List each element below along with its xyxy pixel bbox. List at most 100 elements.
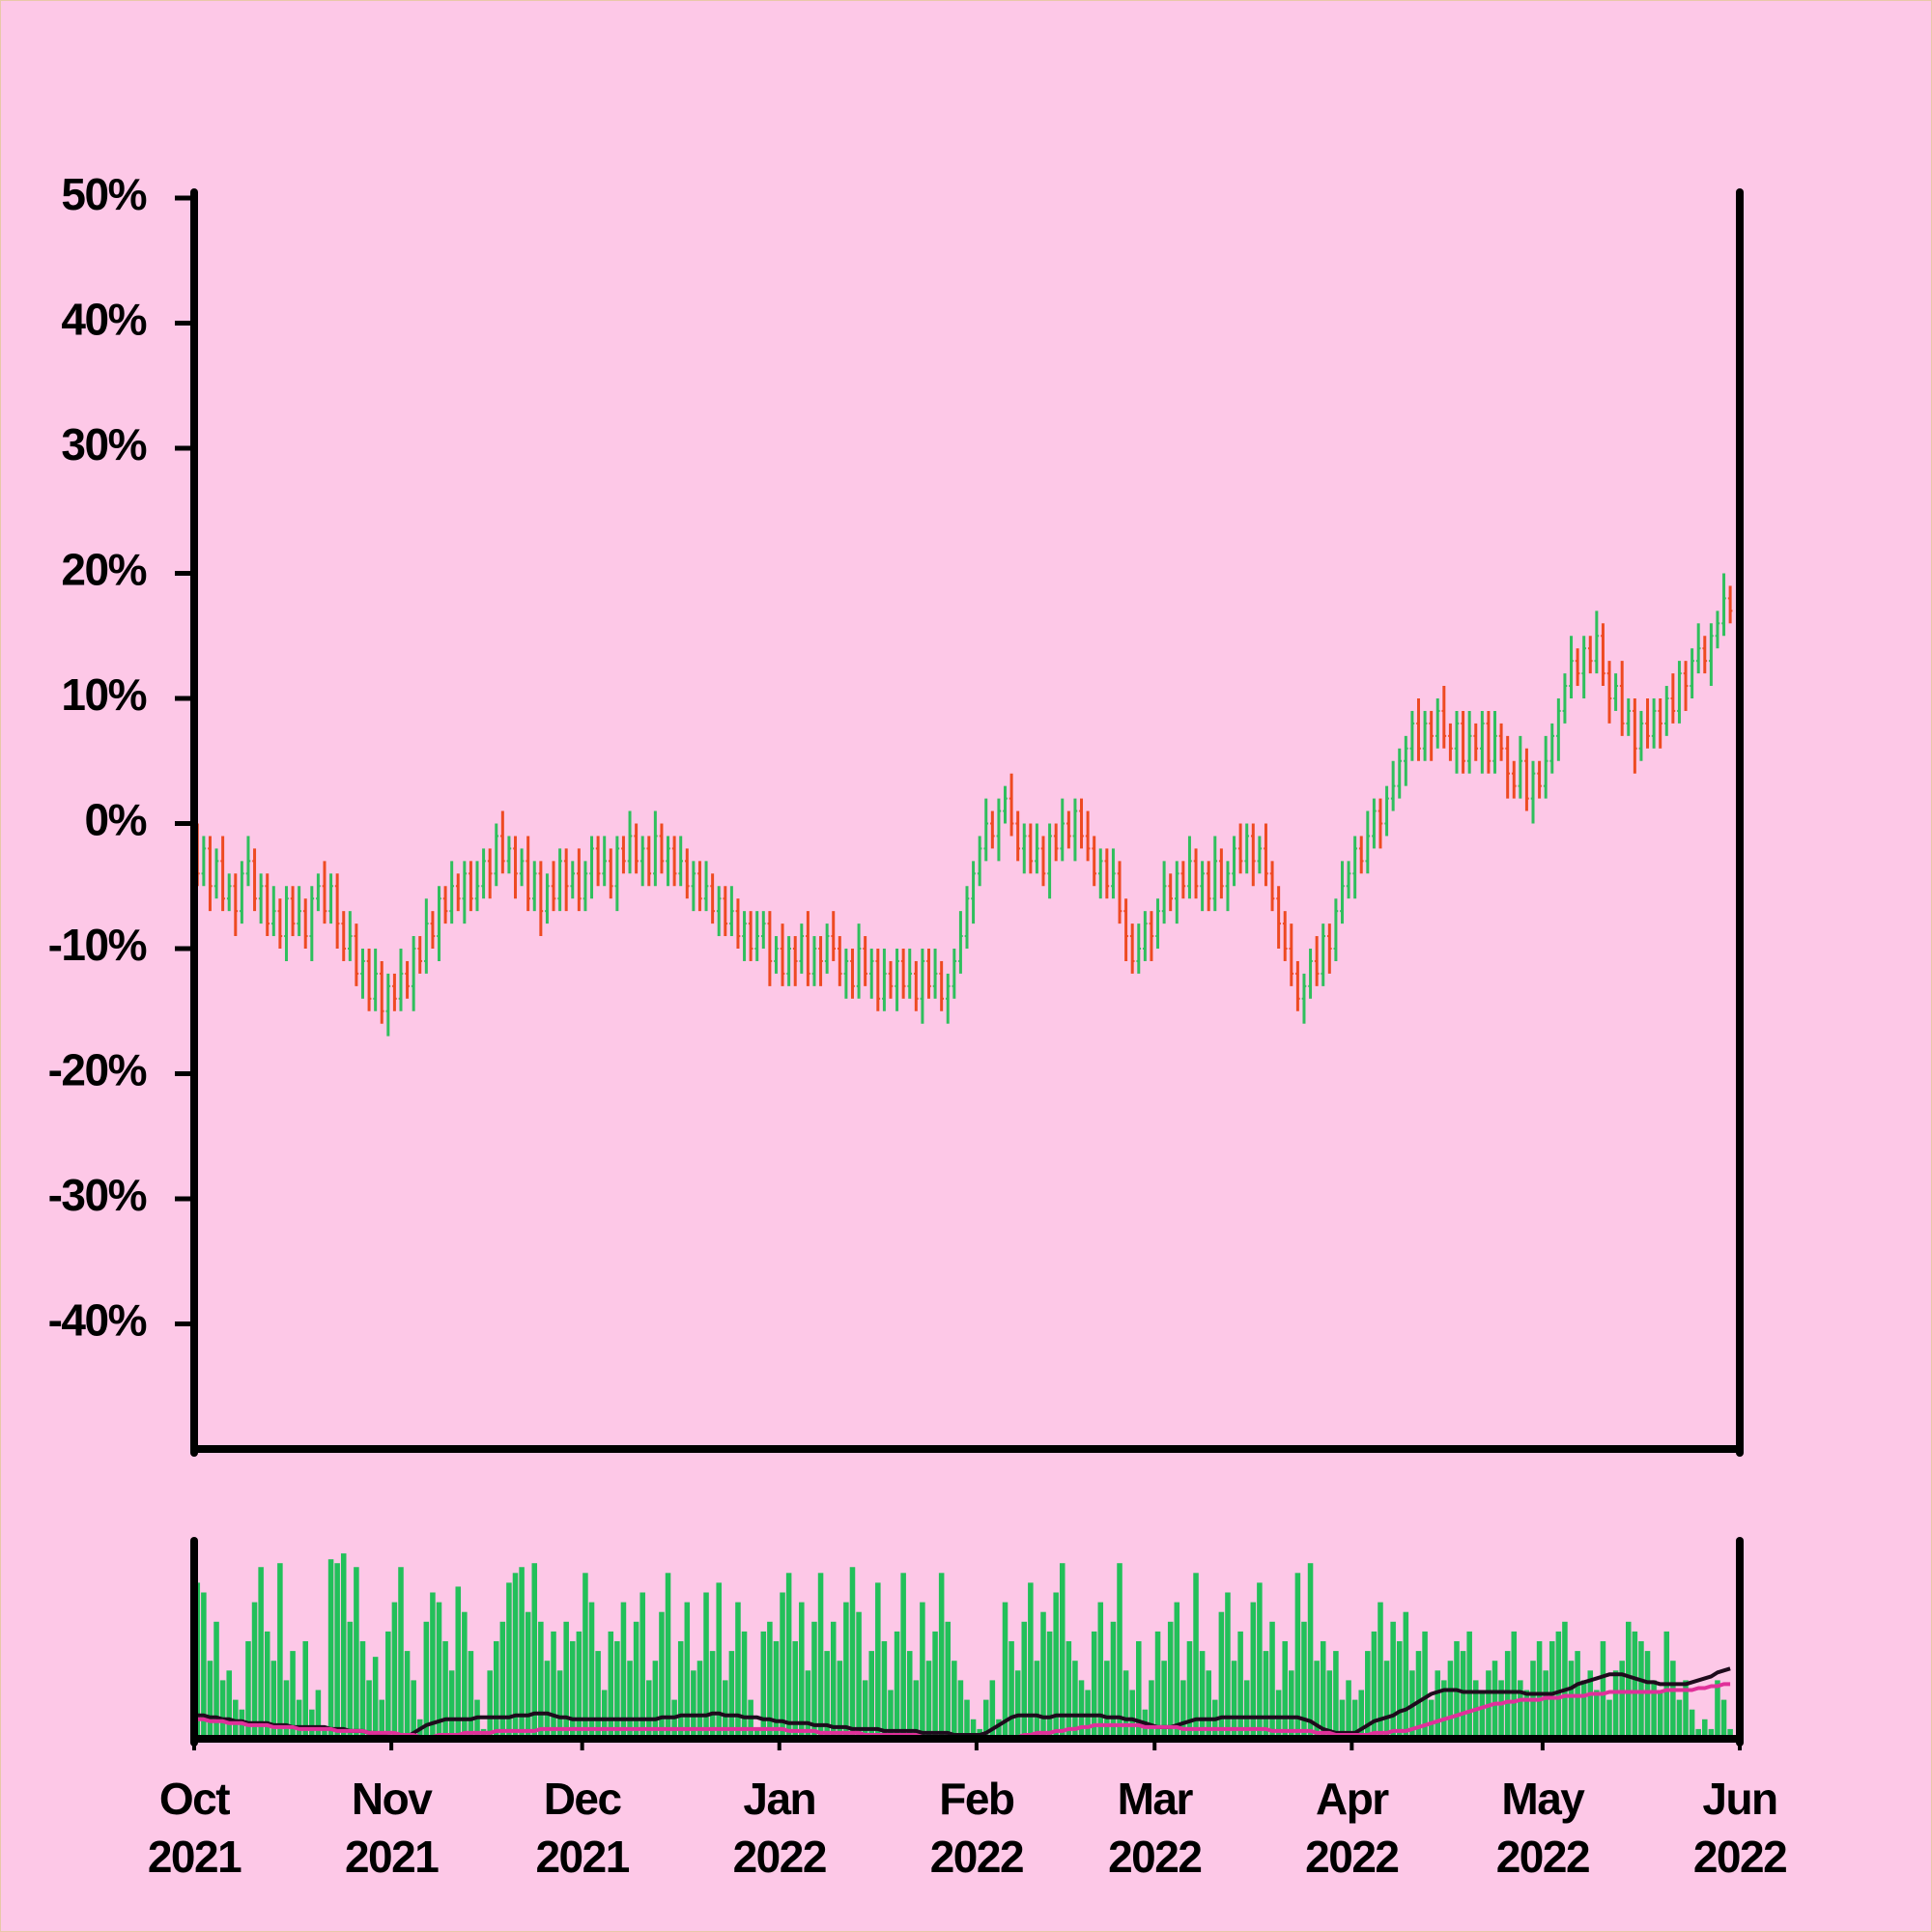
volume-bar [1091, 1631, 1097, 1739]
volume-bar [1154, 1631, 1161, 1739]
volume-bar [696, 1661, 703, 1739]
volume-bar [430, 1592, 436, 1739]
volume-bar [767, 1621, 773, 1739]
volume-bar [843, 1602, 849, 1739]
volume-bar [576, 1631, 582, 1739]
volume-bar [1594, 1690, 1600, 1739]
volume-bar [780, 1592, 785, 1739]
volume-bar [920, 1602, 925, 1739]
volume-bar [538, 1621, 544, 1739]
volume-bar [1670, 1661, 1676, 1739]
volume-bar [1122, 1670, 1129, 1739]
volume-bar [411, 1680, 416, 1739]
volume-bar [588, 1602, 595, 1739]
volume-bar [691, 1670, 696, 1739]
volume-bar [462, 1611, 468, 1739]
volume-bar [1078, 1680, 1085, 1739]
volume-bar [996, 1719, 1002, 1739]
volume-bar [805, 1670, 811, 1739]
volume-bar [296, 1699, 302, 1739]
volume-bar [1014, 1670, 1021, 1739]
volume-bar [760, 1631, 767, 1739]
volume-bar [1683, 1680, 1689, 1739]
volume-bar [964, 1699, 970, 1739]
volume-bar [1536, 1641, 1543, 1739]
volume-bar [531, 1563, 538, 1739]
volume-bar [753, 1728, 760, 1739]
volume-bar [219, 1680, 226, 1739]
volume-bar [1626, 1621, 1632, 1739]
volume-bar [1708, 1728, 1715, 1739]
volume-bar [1294, 1573, 1301, 1739]
volume-bar [563, 1621, 569, 1739]
x-tick-label: Mar 2022 [1108, 1774, 1203, 1882]
volume-bar [1060, 1563, 1065, 1739]
volume-bar [1351, 1699, 1358, 1739]
volume-bar [982, 1699, 989, 1739]
volume-bar [614, 1641, 620, 1739]
volume-bar [723, 1680, 728, 1739]
volume-bar [1072, 1661, 1078, 1739]
x-tick-label: Dec 2021 [535, 1774, 630, 1882]
volume-bar [334, 1563, 340, 1739]
volume-bar [1720, 1699, 1727, 1739]
volume-bar [1441, 1680, 1447, 1739]
volume-bar [354, 1567, 359, 1739]
volume-bar [1562, 1621, 1568, 1739]
x-tick-label: May 2022 [1495, 1774, 1591, 1882]
volume-bar [945, 1621, 952, 1739]
volume-bar [1371, 1631, 1378, 1739]
volume-bar [1555, 1631, 1562, 1739]
volume-bar [1422, 1631, 1428, 1739]
volume-bar [270, 1661, 277, 1739]
volume-bar [1518, 1680, 1523, 1739]
volume-bar [277, 1563, 283, 1739]
volume-bar [799, 1602, 805, 1739]
volume-bar [468, 1651, 474, 1739]
volume-bar [436, 1602, 442, 1739]
volume-bar [372, 1657, 379, 1739]
volume-bar [862, 1680, 868, 1739]
volume-bar [1651, 1680, 1657, 1739]
volume-bar [900, 1573, 906, 1739]
volume-bar [290, 1651, 296, 1739]
volume-bar [366, 1680, 372, 1739]
volume-bar [1104, 1661, 1110, 1739]
volume-bar [213, 1621, 219, 1739]
volume-bar [1289, 1670, 1294, 1739]
volume-bar [1403, 1611, 1409, 1739]
volume-bar [1689, 1709, 1695, 1739]
volume-bar [601, 1690, 608, 1739]
volume-bar [340, 1553, 347, 1739]
volume-bar [837, 1661, 843, 1739]
volume-bar [728, 1651, 735, 1739]
volume-bar [1339, 1699, 1346, 1739]
volume-bar [1218, 1611, 1225, 1739]
volume-bar [1282, 1641, 1288, 1739]
volume-bar [1383, 1661, 1390, 1739]
volume-bar [646, 1680, 652, 1739]
volume-bar [525, 1611, 531, 1739]
volume-bar [1568, 1661, 1575, 1739]
volume-bar [1612, 1670, 1619, 1739]
volume-bar [309, 1709, 315, 1739]
volume-bar [659, 1611, 665, 1739]
volume-bar [1149, 1680, 1154, 1739]
volume-bar [952, 1661, 957, 1739]
volume-bar [881, 1641, 888, 1739]
volume-bar [1727, 1728, 1733, 1739]
volume-bar [1715, 1680, 1720, 1739]
x-tick-label: Jun 2022 [1692, 1774, 1788, 1882]
volume-bar [868, 1651, 874, 1739]
volume-bar [1320, 1641, 1326, 1739]
volume-bar [1314, 1661, 1320, 1739]
volume-bar [322, 1728, 327, 1739]
volume-bar [1657, 1690, 1663, 1739]
volume-bar [302, 1641, 308, 1739]
volume-bar [811, 1621, 817, 1739]
x-tick-label: Jan 2022 [732, 1774, 828, 1882]
volume-bar [201, 1592, 207, 1739]
volume-bar [207, 1661, 213, 1739]
volume-bar [957, 1680, 964, 1739]
